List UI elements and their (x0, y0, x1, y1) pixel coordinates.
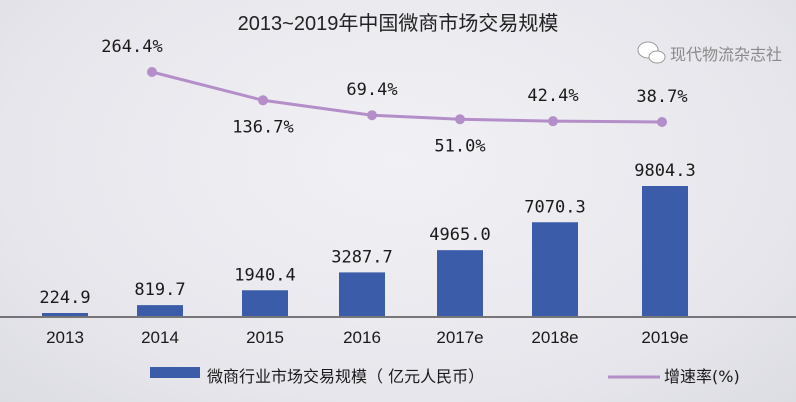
growth-point-2015 (258, 95, 268, 106)
bar-label-2014: 819.7 (134, 280, 185, 300)
growth-point-2014 (147, 67, 157, 78)
growth-label-2018e: 42.4% (527, 86, 578, 106)
watermark: 现代物流杂志社 (637, 41, 782, 64)
bar-label-2018e: 7070.3 (524, 197, 585, 217)
x-tick-2013: 2013 (46, 328, 84, 347)
growth-point-2018e (548, 116, 558, 127)
legend: 微商行业市场交易规模（ 亿元人民币） 增速率(%) (150, 367, 740, 386)
x-tick-2017e: 2017e (436, 328, 483, 347)
growth-point-2019e (657, 117, 667, 127)
bar-2018e (532, 222, 578, 316)
growth-label-2015: 136.7% (232, 117, 293, 137)
x-tick-2015: 2015 (246, 328, 284, 347)
bar-2014 (137, 305, 183, 316)
bar-2015 (242, 290, 288, 316)
growth-line-path (151, 70, 663, 124)
bar-2016 (339, 272, 385, 316)
bar-2017e (437, 250, 483, 316)
bar-label-2015: 1940.4 (234, 265, 295, 285)
x-tick-2018e: 2018e (531, 328, 578, 347)
growth-line: 264.4% 136.7% 69.4% 51.0% 42.4% 38.7% (101, 37, 687, 156)
bar-label-2017e: 4965.0 (429, 225, 490, 245)
growth-label-2019e: 38.7% (636, 87, 687, 107)
legend-bar-swatch (150, 367, 200, 378)
growth-label-2016: 69.4% (346, 80, 397, 100)
x-tick-2016: 2016 (343, 328, 381, 347)
bar-label-2016: 3287.7 (331, 247, 392, 267)
bar-label-2019e: 9804.3 (634, 161, 695, 181)
bar-2013 (42, 313, 88, 316)
x-tick-2014: 2014 (141, 328, 179, 347)
bars: 224.9 819.7 1940.4 3287.7 4965.0 7070.3 9804.3 (39, 161, 696, 316)
growth-label-2017e: 51.0% (434, 136, 485, 156)
bar-2019e (642, 186, 688, 316)
x-tick-2019e: 2019e (641, 328, 688, 347)
growth-label-2014: 264.4% (101, 37, 162, 57)
x-ticks: 2013 2014 2015 2016 2017e 2018e 2019e (46, 328, 689, 347)
bar-label-2013: 224.9 (39, 288, 90, 308)
legend-bar-label: 微商行业市场交易规模（ 亿元人民币） (207, 367, 484, 386)
growth-point-2016 (367, 110, 377, 121)
growth-point-2017e (455, 114, 465, 125)
legend-line-label: 增速率(%) (664, 367, 740, 386)
chart-title: 2013~2019年中国微商市场交易规模 (238, 12, 559, 35)
watermark-text: 现代物流杂志社 (670, 45, 782, 64)
